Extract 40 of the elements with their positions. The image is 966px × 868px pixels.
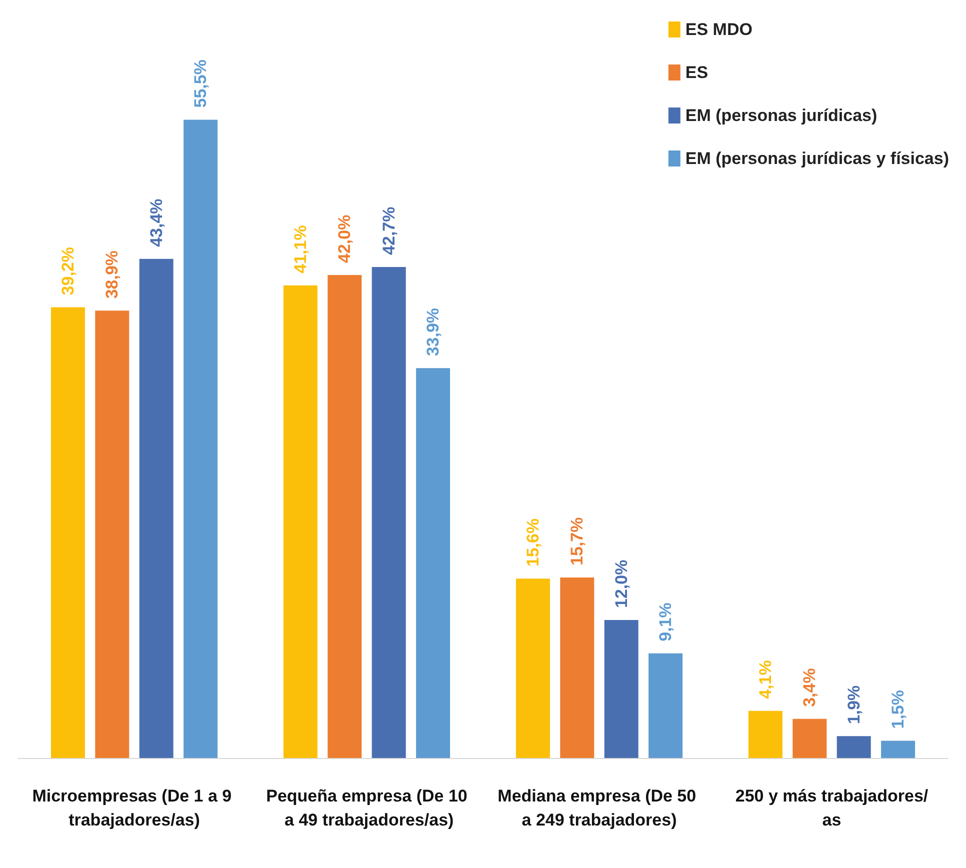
data-label: 3,4% [800,668,820,707]
data-label: 12,0% [612,560,631,608]
bar [604,620,638,758]
data-label: 42,7% [379,206,398,255]
data-label: 9,1% [656,602,676,642]
x-tick-label: 250 y más trabajadores/as [735,786,928,830]
bar [560,577,594,758]
legend-label: EM (personas jurídicas y físicas) [685,149,950,168]
bar [283,285,318,758]
data-label: 1,5% [888,690,908,729]
legend-label: ES MDO [685,20,752,39]
bar [748,710,782,758]
data-label: 15,7% [568,517,587,566]
bar [139,258,174,758]
bar [881,740,916,758]
bar [792,718,827,758]
data-label: 55,5% [191,60,210,108]
bar [648,653,683,758]
x-tick-label: Pequeña empresa (De 10 a 49 trabajadores/as) [266,786,468,830]
data-label: 41,1% [290,225,310,274]
bar [95,310,130,758]
legend-label: EM (personas jurídicas) [685,106,878,125]
data-label: 33,9% [424,308,443,356]
data-label: 42,0% [335,214,354,263]
bar [516,578,550,758]
bar [50,307,85,758]
x-tick-label: Mediana empresa (De 50 a 249 trabajadores) [498,786,701,830]
bar [836,736,871,758]
legend-label: ES [685,63,708,82]
bar [416,368,450,758]
bar [372,266,406,758]
bar [328,275,362,758]
data-label: 43,4% [146,198,166,247]
data-label: 39,2% [58,246,78,296]
data-label: 4,1% [756,660,775,699]
data-label: 15,6% [523,518,542,567]
x-tick-label: Microempresas (De 1 a 9 trabajadores/as) [32,786,236,830]
data-label: 1,9% [844,685,864,724]
bar [184,120,218,758]
data-label: 38,9% [102,250,122,299]
